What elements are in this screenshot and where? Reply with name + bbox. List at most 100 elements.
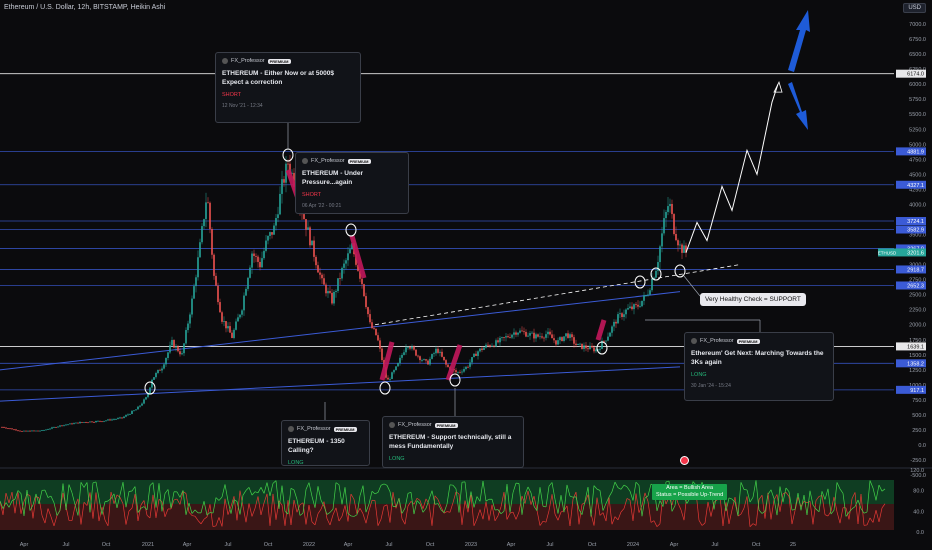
- flag-icon[interactable]: [680, 456, 689, 465]
- oscillator-green-line: [296, 499, 301, 516]
- oscillator-red-line: [290, 499, 295, 525]
- oscillator-green-line: [629, 491, 634, 501]
- oscillator-green-line: [818, 491, 823, 512]
- candle-body: [527, 335, 529, 337]
- candle-body: [521, 330, 523, 332]
- currency-button[interactable]: USD: [903, 3, 926, 13]
- candle-body: [11, 428, 13, 430]
- idea-card-3[interactable]: FX_Professor PREMIUM ETHEREUM - 1350 Call…: [281, 420, 370, 466]
- candle-body: [611, 326, 613, 333]
- oscillator-green-line: [398, 498, 403, 514]
- candle-body: [239, 314, 241, 318]
- candle-body: [679, 244, 681, 246]
- candle-body: [555, 340, 557, 345]
- oscillator-red-line: [704, 501, 709, 524]
- oscillator-green-line: [473, 496, 478, 508]
- oscillator-green-line: [812, 504, 817, 510]
- bullish-band: [0, 480, 894, 504]
- price-tick-label: 250.0: [912, 428, 926, 434]
- oscillator-green-line: [605, 496, 610, 504]
- oscillator-green-line: [287, 488, 292, 515]
- candle-body: [409, 346, 411, 349]
- price-tick-label: 5750.0: [909, 97, 926, 103]
- oscillator-red-line: [524, 490, 529, 504]
- oscillator-green-line: [566, 484, 571, 497]
- candle-body: [21, 431, 23, 432]
- oscillator-green-line: [290, 488, 295, 491]
- candle-body: [429, 358, 431, 365]
- oscillator-red-line: [494, 515, 499, 521]
- candle-body: [83, 422, 85, 423]
- candle-body: [569, 334, 571, 338]
- oscillator-green-line: [143, 506, 148, 511]
- candle-body: [603, 340, 605, 342]
- oscillator-green-line: [167, 489, 172, 509]
- oscillator-green-line: [557, 495, 562, 514]
- oscillator-red-line: [620, 508, 625, 513]
- candle-body: [655, 270, 657, 278]
- oscillator-green-line: [386, 485, 391, 492]
- oscillator-green-line: [311, 496, 316, 508]
- candle-body: [157, 369, 159, 374]
- candle-body: [13, 429, 15, 431]
- oscillator-red-line: [701, 522, 706, 526]
- avatar: [691, 338, 697, 344]
- oscillator-green-line: [125, 491, 130, 508]
- idea-card-1[interactable]: FX_Professor PREMIUM ETHEREUM - Either No…: [215, 52, 361, 123]
- oscillator-green-line: [359, 485, 364, 496]
- oscillator-red-line: [557, 511, 562, 521]
- level-label-box: [896, 385, 926, 394]
- oscillator-red-line: [512, 511, 517, 520]
- idea-title: ETHEREUM - Support technically, still a …: [389, 434, 512, 450]
- idea-card-4[interactable]: FX_Professor PREMIUM ETHEREUM - Support t…: [382, 416, 524, 468]
- oscillator-red-line: [740, 508, 745, 515]
- oscillator-red-line: [731, 496, 736, 510]
- oscillator-green-line: [395, 498, 400, 507]
- oscillator-red-line: [437, 499, 442, 507]
- marker-circle: [650, 267, 662, 281]
- oscillator-red-line: [737, 513, 742, 517]
- oscillator-red-line: [119, 497, 124, 504]
- oscillator-red-line: [485, 501, 490, 521]
- candle-body: [237, 317, 239, 322]
- candle-body: [403, 352, 405, 355]
- candle-body: [681, 244, 683, 253]
- oscillator-green-line: [8, 500, 13, 508]
- candle-body: [59, 425, 61, 427]
- level-label-box: [896, 359, 926, 368]
- candle-body: [183, 343, 185, 354]
- oscillator-red-line: [344, 505, 349, 522]
- idea-card-5[interactable]: FX_Professor PREMIUM Ethereum' Get Next: …: [684, 332, 834, 401]
- oscillator-red-line: [461, 500, 466, 525]
- oscillator-red-line: [749, 523, 754, 528]
- oscillator-green-line: [437, 503, 442, 510]
- price-tick-label: 750.0: [912, 398, 926, 404]
- candle-body: [135, 409, 137, 411]
- candle-body: [33, 430, 35, 432]
- connector-line: [683, 275, 701, 297]
- oscillator-red-line: [830, 496, 835, 512]
- oscillator-red-line: [230, 496, 235, 507]
- oscillator-red-line: [746, 496, 751, 527]
- candle-body: [91, 421, 93, 423]
- oscillator-red-line: [629, 500, 634, 521]
- candle-body: [195, 277, 197, 287]
- oscillator-green-line: [440, 509, 445, 513]
- candle-body: [101, 421, 103, 423]
- candle-body: [205, 202, 207, 220]
- oscillator-red-line: [593, 497, 598, 526]
- candle-body: [461, 371, 463, 373]
- candle-body: [629, 306, 631, 309]
- candle-body: [113, 419, 115, 421]
- candle-body: [581, 343, 583, 349]
- oscillator-green-line: [59, 483, 64, 511]
- candle-body: [479, 348, 481, 352]
- idea-card-2[interactable]: FX_Professor PREMIUM ETHEREUM - Under Pre…: [295, 152, 409, 214]
- oscillator-green-line: [236, 501, 241, 515]
- candle-body: [635, 304, 637, 306]
- candle-body: [173, 340, 175, 348]
- oscillator-green-line: [755, 480, 760, 511]
- oscillator-red-line: [281, 505, 286, 526]
- candle-body: [459, 371, 461, 373]
